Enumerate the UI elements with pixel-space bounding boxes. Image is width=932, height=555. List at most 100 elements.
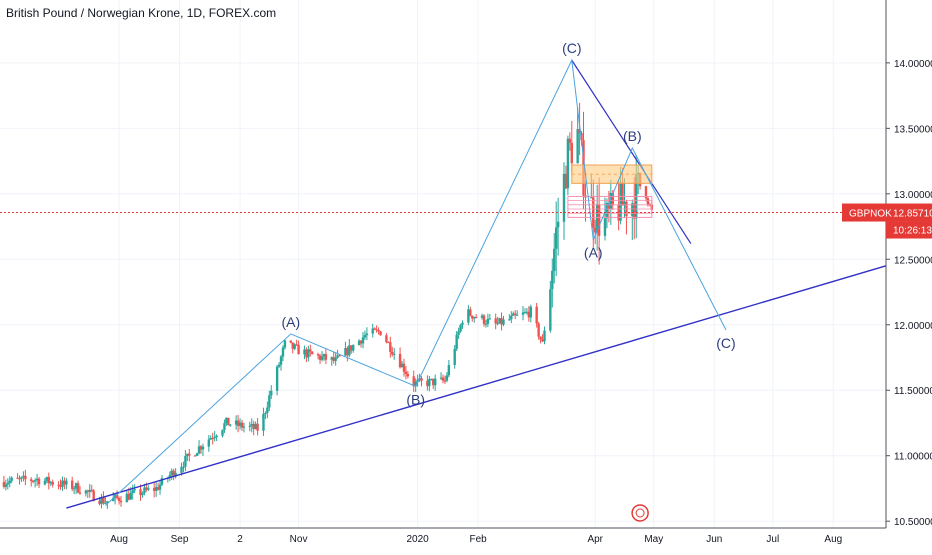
event-icon-inner — [635, 508, 645, 518]
candle-body — [283, 340, 287, 348]
candle-body — [139, 489, 142, 496]
candle-body — [332, 357, 335, 361]
candle-body — [336, 355, 339, 358]
candle-body — [623, 201, 626, 206]
candle-body — [6, 483, 10, 485]
zone-range — [567, 195, 653, 218]
candle-body — [256, 423, 259, 431]
candle-body — [361, 337, 365, 344]
candle-body — [580, 132, 583, 141]
candle-body — [307, 349, 310, 358]
candle-body — [254, 423, 257, 430]
candle-body — [375, 329, 378, 331]
candle-body — [439, 377, 443, 379]
candle-body — [482, 315, 486, 324]
y-tick-label: 13.00000 — [894, 190, 932, 201]
candle-body — [453, 348, 456, 366]
candle-body — [297, 344, 300, 355]
candle-body — [227, 417, 230, 426]
candle-body — [426, 380, 429, 387]
candle-body — [152, 488, 156, 491]
x-tick-label: 2 — [237, 534, 243, 545]
candle-body — [20, 477, 23, 479]
candle-body — [133, 489, 136, 491]
candle-body — [529, 306, 533, 318]
candle-body — [508, 319, 511, 321]
y-tick-label: 11.50000 — [894, 386, 932, 397]
candle-body — [289, 340, 292, 343]
candle-body — [35, 478, 39, 481]
candle-body — [193, 455, 197, 457]
candle-body — [406, 373, 410, 377]
candle-body — [45, 476, 49, 481]
candle-body — [31, 481, 35, 483]
candle-body — [441, 377, 445, 381]
candle-body — [494, 318, 497, 324]
candle-body — [33, 480, 37, 482]
candle-body — [498, 318, 501, 324]
candle-body — [117, 497, 121, 501]
price-axis[interactable]: 14.00000 13.50000 13.00000 12.50000 12.00000… — [885, 0, 932, 528]
candle-body — [74, 483, 78, 489]
candle-body — [523, 311, 527, 313]
candle-body — [473, 317, 476, 319]
candle-body — [98, 500, 101, 504]
wave-label: (C) — [562, 40, 581, 56]
candle-body — [71, 480, 74, 489]
candle-body — [131, 490, 134, 494]
candle-body — [275, 366, 279, 391]
candle-body — [172, 470, 175, 477]
candle-body — [248, 425, 251, 427]
candle-body — [102, 497, 105, 504]
candle-body — [8, 480, 11, 484]
candle-body — [590, 197, 593, 199]
wave-label: (C) — [716, 335, 735, 351]
candle-body — [303, 349, 306, 355]
logo — [631, 504, 649, 522]
candle-body — [47, 476, 50, 484]
candle-body — [182, 466, 185, 468]
candle-body — [309, 349, 312, 352]
candle-body — [59, 485, 62, 487]
candle-body — [443, 380, 447, 382]
candle-body — [180, 466, 183, 473]
candle-body — [543, 330, 546, 342]
candle-body — [115, 494, 119, 498]
candle-body — [111, 498, 115, 502]
candle-body — [4, 484, 8, 487]
candle-body — [127, 493, 131, 500]
candle-body — [576, 129, 579, 164]
candle-body — [125, 493, 129, 503]
candle-body — [270, 390, 273, 396]
candle-body — [363, 335, 367, 338]
candle-body — [549, 289, 552, 331]
candle-body — [207, 439, 211, 447]
candle-body — [402, 363, 406, 372]
candle-body — [100, 497, 103, 504]
candle-body — [268, 395, 271, 408]
candle-body — [195, 453, 199, 456]
candle-body — [57, 484, 60, 486]
candle-body — [65, 480, 68, 485]
candle-body — [594, 227, 597, 233]
chart-title: British Pound / Norwegian Krone, 1D, FOR… — [6, 6, 277, 20]
y-tick-label: 12.00000 — [894, 321, 932, 332]
candle-body — [391, 351, 394, 355]
candle-body — [365, 333, 369, 336]
candle-body — [225, 417, 228, 424]
candle-body — [541, 339, 544, 342]
drawings: (A) (B) (C) (A) (B) (C) — [0, 40, 887, 509]
candle-body — [467, 309, 470, 323]
candle-body — [344, 347, 347, 356]
time-axis[interactable]: Aug Sep 2 Nov 2020 Feb Apr May Jun Jul Aug — [0, 527, 886, 545]
candle-body — [553, 248, 556, 271]
candle-body — [359, 340, 363, 344]
candle-body — [595, 204, 599, 233]
candle-body — [84, 490, 88, 494]
x-tick-label: Sep — [171, 534, 189, 545]
candle-body — [496, 323, 499, 325]
candle-body — [37, 478, 41, 485]
y-tick-label: 12.50000 — [894, 255, 932, 266]
